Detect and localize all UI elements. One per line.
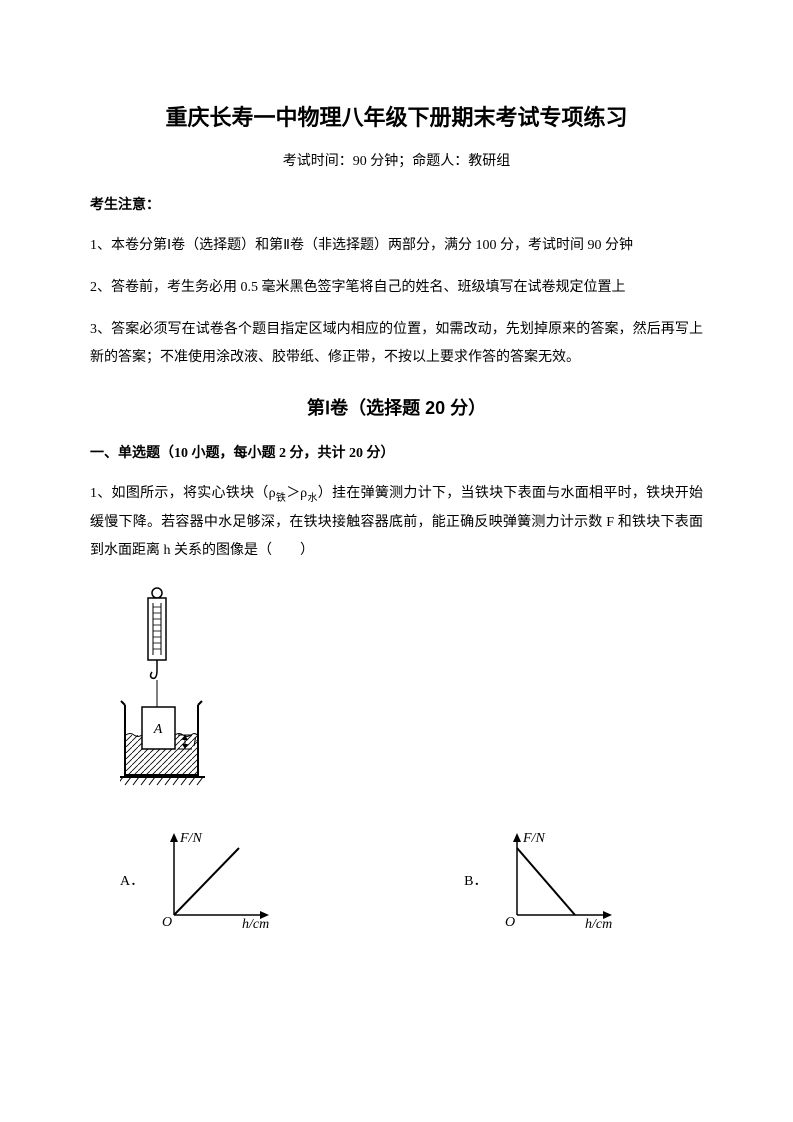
option-a: A． F/N h/cm O bbox=[120, 830, 284, 930]
chart-b-origin: O bbox=[505, 915, 515, 930]
q1-sub1: 铁 bbox=[276, 493, 287, 504]
question-1: 1、如图所示，将实心铁块（ρ铁＞ρ水）挂在弹簧测力计下，当铁块下表面与水面相平时… bbox=[90, 480, 703, 565]
option-b-label: B． bbox=[464, 870, 487, 890]
instruction-1: 1、本卷分第Ⅰ卷（选择题）和第Ⅱ卷（非选择题）两部分，满分 100 分，考试时间… bbox=[90, 232, 703, 260]
apparatus-diagram: A h bbox=[120, 585, 703, 800]
chart-b: F/N h/cm O bbox=[497, 830, 627, 930]
section-title: 第Ⅰ卷（选择题 20 分） bbox=[90, 394, 703, 420]
instruction-3: 3、答案必须写在试卷各个题目指定区域内相应的位置，如需改动，先划掉原来的答案，然… bbox=[90, 316, 703, 372]
chart-a-ylabel: F/N bbox=[179, 831, 202, 846]
q1-mid1: ＞ρ bbox=[286, 486, 307, 501]
chart-a-origin: O bbox=[162, 915, 172, 930]
instruction-2: 2、答卷前，考生务必用 0.5 毫米黑色签字笔将自己的姓名、班级填写在试卷规定位… bbox=[90, 274, 703, 302]
exam-title: 重庆长寿一中物理八年级下册期末考试专项练习 bbox=[90, 100, 703, 132]
options-row: A． F/N h/cm O B． F/N h/cm bbox=[120, 830, 703, 930]
notice-heading: 考生注意： bbox=[90, 194, 703, 214]
chart-a-xlabel: h/cm bbox=[242, 917, 269, 930]
block-label: A bbox=[153, 722, 163, 737]
q1-prefix: 1、如图所示，将实心铁块（ρ bbox=[90, 486, 276, 501]
h-label: h bbox=[193, 734, 200, 749]
exam-subtitle: 考试时间：90 分钟；命题人：教研组 bbox=[90, 150, 703, 170]
chart-a: F/N h/cm O bbox=[154, 830, 284, 930]
chart-b-ylabel: F/N bbox=[522, 831, 545, 846]
option-b: B． F/N h/cm O bbox=[464, 830, 627, 930]
subsection-heading: 一、单选题（10 小题，每小题 2 分，共计 20 分） bbox=[90, 442, 703, 462]
q1-sub2: 水 bbox=[307, 493, 318, 504]
chart-b-xlabel: h/cm bbox=[585, 917, 612, 930]
option-a-label: A． bbox=[120, 870, 144, 890]
